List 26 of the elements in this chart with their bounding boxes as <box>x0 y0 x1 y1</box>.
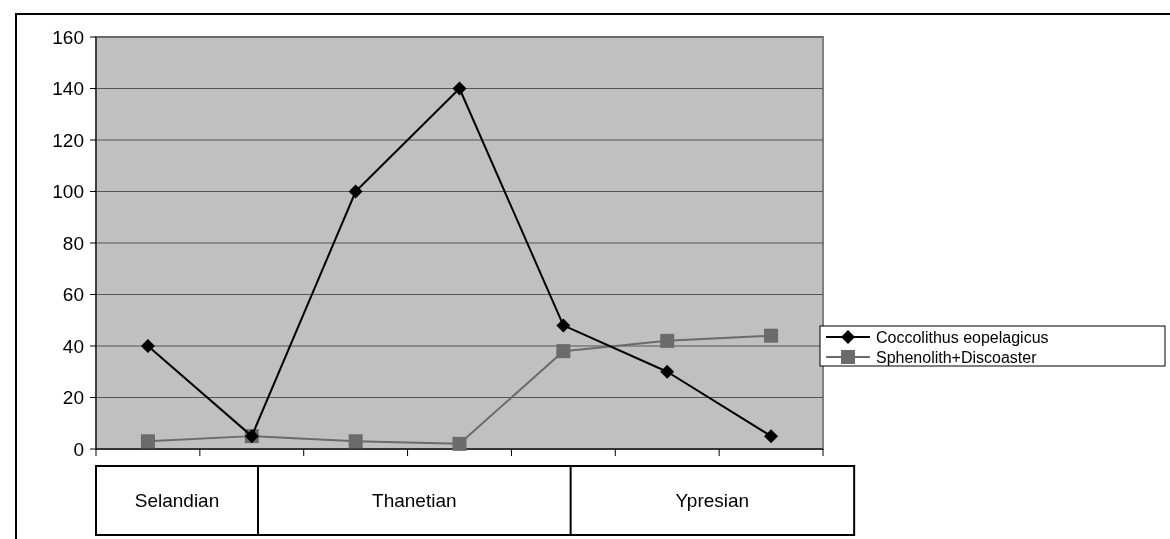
y-tick-label: 140 <box>52 78 84 100</box>
text: Ypresian <box>675 490 750 512</box>
point <box>140 339 155 353</box>
point <box>140 434 155 449</box>
point <box>764 429 779 444</box>
text: Selandian <box>134 490 220 512</box>
point <box>348 434 363 449</box>
y-tick-label: 40 <box>62 335 84 357</box>
y-tick-label: 20 <box>62 387 84 409</box>
y-tick-label: 80 <box>62 232 84 254</box>
text: Thanetian <box>372 490 457 512</box>
y-tick-label: 0 <box>73 438 84 460</box>
legend-label: Coccolithus eopelagicus <box>876 328 1049 346</box>
point <box>556 344 571 359</box>
point <box>660 333 675 348</box>
y-tick-label: 100 <box>52 181 84 203</box>
point <box>452 81 467 96</box>
point <box>556 318 571 333</box>
legend-label: Sphenolith+Discoaster <box>876 348 1038 366</box>
point <box>452 436 467 451</box>
point <box>764 328 779 343</box>
point <box>660 364 675 379</box>
point <box>348 184 363 199</box>
y-tick-label: 160 <box>52 26 84 48</box>
y-tick-label: 60 <box>62 284 84 306</box>
y-tick-label: 120 <box>52 129 84 151</box>
